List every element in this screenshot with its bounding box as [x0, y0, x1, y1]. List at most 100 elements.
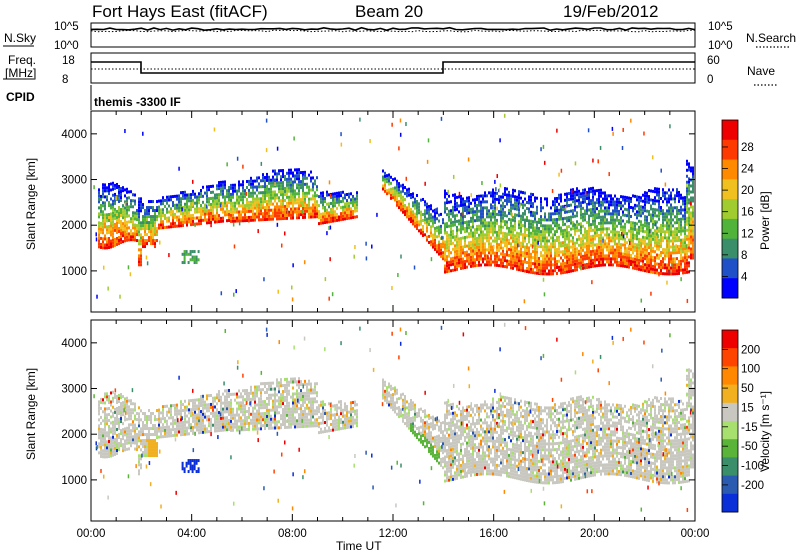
heatmap-cell [495, 187, 497, 192]
heatmap-cell [112, 202, 114, 206]
heatmap-cell [570, 263, 572, 267]
heatmap-cell [138, 224, 140, 228]
heatmap-cell [580, 249, 582, 253]
heatmap-cell [666, 266, 668, 270]
heatmap-cell [126, 190, 128, 194]
heatmap-cell [566, 231, 568, 235]
heatmap-cell [522, 236, 524, 240]
heatmap-cell [148, 451, 150, 455]
heatmap-cell [452, 259, 454, 263]
heatmap-cell [552, 239, 554, 243]
heatmap-cell [644, 254, 646, 258]
heatmap-cell [692, 181, 694, 185]
heatmap-cell [434, 238, 436, 242]
heatmap-cell [146, 415, 148, 419]
heatmap-cell [451, 212, 454, 217]
heatmap-cell [122, 240, 124, 244]
heatmap-cell [594, 237, 596, 241]
heatmap-cell [656, 271, 658, 275]
heatmap-cell [104, 401, 106, 405]
heatmap-cell [164, 419, 166, 423]
heatmap-cell [692, 220, 694, 224]
heatmap-cell [568, 204, 570, 208]
heatmap-cell [191, 258, 194, 262]
heatmap-cell [150, 445, 152, 449]
heatmap-cell [291, 285, 293, 290]
heatmap-cell [520, 232, 522, 236]
heatmap-cell [460, 212, 463, 217]
heatmap-cell [134, 441, 136, 445]
heatmap-cell [438, 225, 440, 229]
heatmap-cell [398, 206, 400, 210]
heatmap-cell [484, 194, 486, 198]
heatmap-cell [140, 466, 142, 470]
heatmap-cell [622, 255, 624, 259]
heatmap-cell [134, 432, 136, 436]
heatmap-cell [544, 266, 546, 270]
heatmap-cell [186, 211, 188, 215]
heatmap-cell [160, 220, 162, 224]
heatmap-cell [588, 220, 590, 224]
heatmap-cell [672, 230, 674, 234]
heatmap-cell [584, 230, 586, 234]
heatmap-cell [452, 235, 454, 239]
heatmap-cell [676, 245, 678, 249]
heatmap-cell [104, 222, 106, 226]
heatmap-cell [268, 199, 270, 203]
heatmap-cell [522, 203, 524, 207]
heatmap-cell [132, 438, 134, 442]
heatmap-cell [518, 232, 520, 236]
heatmap-cell [478, 233, 480, 237]
heatmap-cell [138, 227, 140, 231]
heatmap-cell [520, 259, 522, 263]
heatmap-cell [140, 233, 142, 237]
heatmap-cell [180, 197, 182, 201]
heatmap-cell [580, 252, 582, 256]
heatmap-cell [508, 190, 510, 194]
heatmap-cell [280, 190, 282, 194]
heatmap-cell [680, 247, 682, 251]
heatmap-cell [670, 245, 672, 249]
heatmap-cell [278, 196, 280, 200]
heatmap-cell [156, 239, 158, 243]
heatmap-cell [548, 260, 550, 264]
heatmap-cell [588, 262, 590, 266]
heatmap-cell [118, 420, 120, 424]
heatmap-cell [674, 272, 676, 276]
heatmap-cell [428, 216, 430, 220]
heatmap-cell [98, 412, 100, 416]
heatmap-cell [510, 254, 512, 258]
heatmap-cell [638, 264, 640, 268]
heatmap-cell [630, 253, 632, 257]
heatmap-cell [276, 181, 278, 185]
heatmap-cell [154, 445, 156, 449]
heatmap-cell [644, 209, 646, 213]
heatmap-cell [118, 238, 120, 242]
heatmap-cell [554, 233, 556, 237]
heatmap-cell [142, 427, 144, 431]
heatmap-cell [322, 191, 324, 195]
heatmap-cell [524, 224, 526, 228]
heatmap-cell [122, 213, 124, 217]
heatmap-cell [152, 433, 154, 437]
heatmap-cell [290, 207, 292, 211]
heatmap-cell [490, 215, 492, 219]
heatmap-cell [438, 219, 440, 223]
heatmap-cell [564, 192, 566, 196]
heatmap-cell [400, 199, 402, 203]
heatmap-cell [594, 216, 596, 220]
heatmap-cell [608, 212, 610, 216]
heatmap-cell [656, 256, 658, 260]
heatmap-cell [620, 246, 622, 250]
heatmap-cell [658, 256, 660, 260]
heatmap-cell [210, 220, 212, 224]
heatmap-cell [600, 260, 602, 264]
heatmap-cell [106, 198, 108, 202]
heatmap-cell [540, 203, 542, 207]
heatmap-cell [670, 224, 672, 228]
heatmap-cell [110, 224, 112, 228]
heatmap-cell [104, 195, 106, 199]
heatmap-cell [126, 408, 128, 412]
heatmap-cell [316, 212, 318, 216]
heatmap-cell [252, 218, 254, 222]
